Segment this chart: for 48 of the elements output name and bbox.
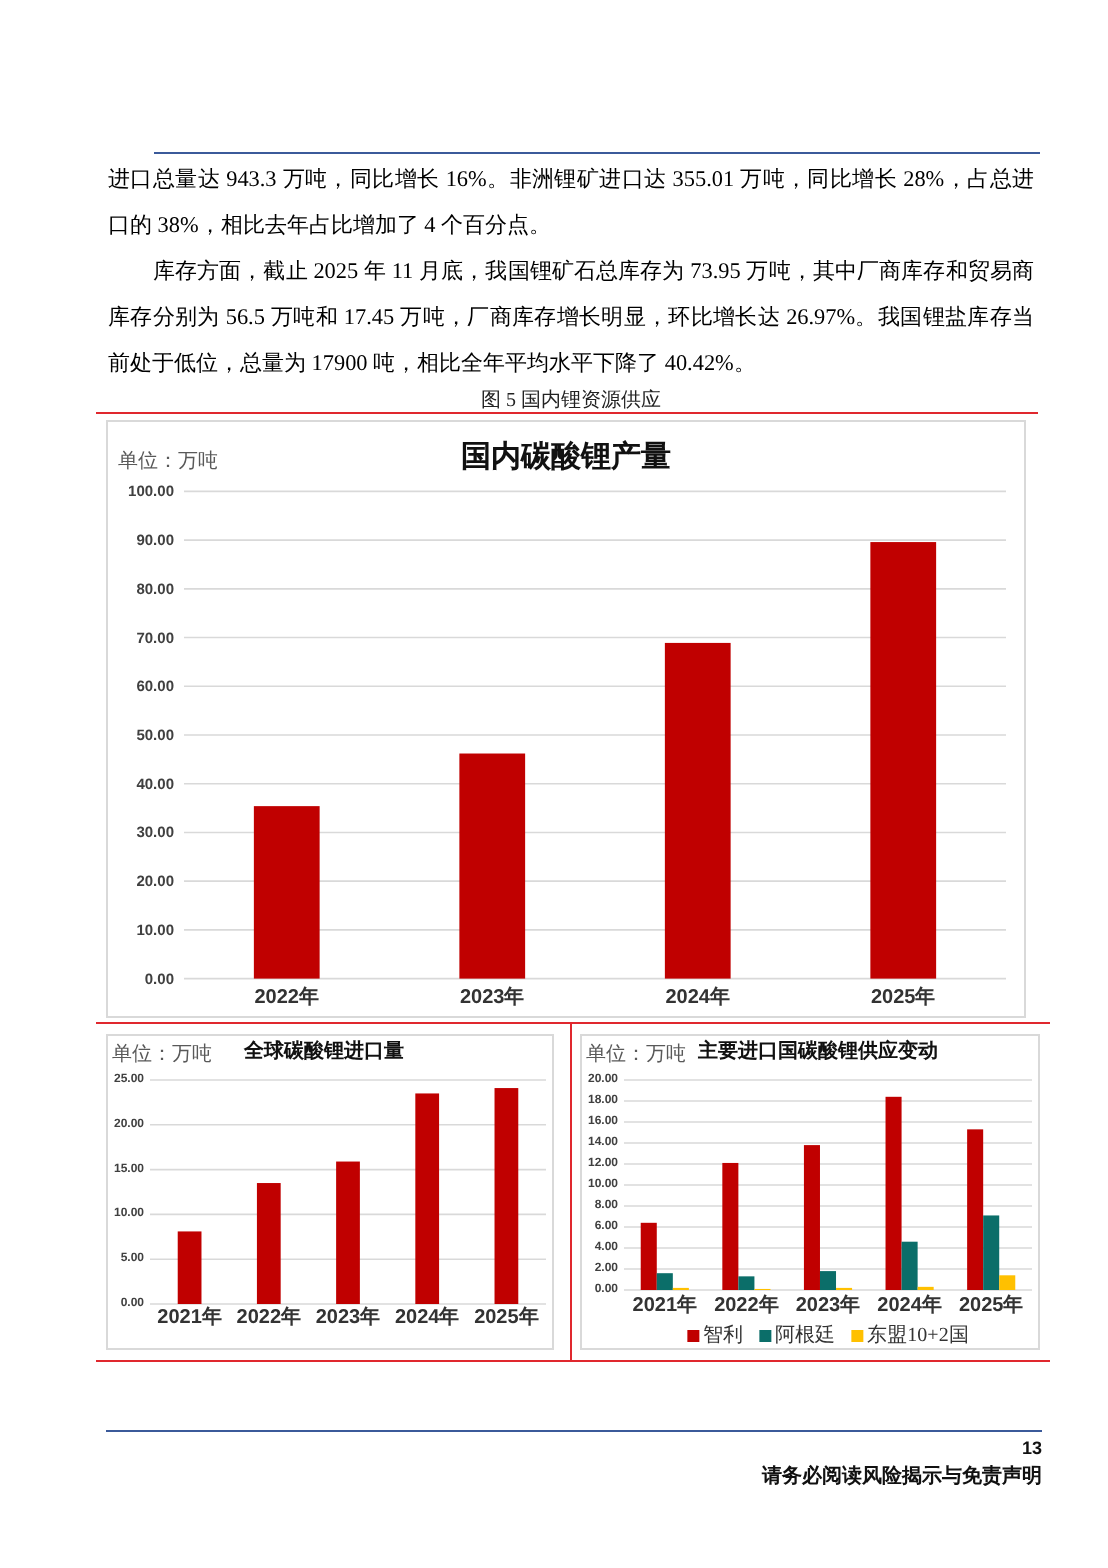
y-axis-title: 单位：万吨 — [118, 449, 218, 473]
bar — [177, 1231, 202, 1304]
bar — [494, 1088, 519, 1304]
legend-label: 东盟10+2国 — [867, 1323, 969, 1347]
bar — [870, 542, 937, 979]
bar — [415, 1093, 440, 1304]
x-tick-label: 2024年 — [394, 1305, 460, 1329]
bar — [983, 1215, 1000, 1290]
chart-title: 主要进口国碳酸锂供应变动 — [696, 1039, 938, 1063]
x-tick-label: 2021年 — [632, 1293, 698, 1317]
x-tick-label: 2022年 — [236, 1305, 302, 1329]
bar — [459, 753, 526, 979]
x-tick-label: 2022年 — [254, 985, 319, 1009]
x-tick-label: 2024年 — [877, 1293, 942, 1317]
bar — [664, 642, 731, 979]
bar — [256, 1183, 281, 1304]
x-tick-label: 2023年 — [460, 985, 525, 1009]
x-tick-label: 2025年 — [958, 1293, 1024, 1317]
x-tick-label: 2022年 — [714, 1293, 779, 1317]
x-tick-label: 2025年 — [474, 1305, 539, 1329]
bar — [803, 1145, 820, 1290]
legend-label: 阿根廷 — [775, 1323, 836, 1347]
text: 库存方面，截止 2025 年 11 月底，我国锂矿石总库存为 73.95 万吨，其中厂商库存和贸易商库存分别为 56.5 万吨和 17.45 万吨，厂商库存增长明显，环比增长达 26.97%。我国锂盐库存当前处于低位，总量为 17900 吨，相比全年平均水平下降了 40.42%。 — [108, 257, 1034, 380]
caption: 图 5 国内锂资源供应 — [479, 388, 663, 416]
bar — [640, 1222, 657, 1290]
bar — [738, 1276, 755, 1290]
chart-title: 全球碳酸锂进口量 — [242, 1039, 404, 1063]
text: 13 — [1021, 1436, 1042, 1460]
bar — [885, 1096, 902, 1290]
bar — [722, 1162, 739, 1290]
bar — [967, 1129, 984, 1290]
x-tick-label: 2025年 — [871, 985, 936, 1009]
bar — [656, 1273, 673, 1290]
bar — [336, 1161, 360, 1304]
text: 请务必阅读风险揭示与免责声明 — [762, 1464, 1042, 1492]
y-axis-title: 单位：万吨 — [586, 1042, 686, 1066]
x-tick-label: 2021年 — [157, 1305, 222, 1329]
bar — [819, 1271, 837, 1290]
y-axis-title: 单位：万吨 — [112, 1042, 212, 1066]
legend-label: 智利 — [703, 1323, 744, 1347]
x-tick-label: 2024年 — [665, 985, 730, 1009]
bar — [999, 1275, 1016, 1290]
x-tick-label: 2023年 — [315, 1305, 381, 1329]
x-tick-label: 2023年 — [795, 1293, 861, 1317]
chart-title: 国内碳酸锂产量 — [461, 440, 671, 474]
bar — [253, 806, 320, 979]
bar — [901, 1241, 918, 1290]
text: 进口总量达 943.3 万吨，同比增长 16%。非洲锂矿进口达 355.01 万吨，同比增长 28%，占总进口的 38%，相比去年占比增加了 4 个百分点。 — [108, 165, 1034, 242]
